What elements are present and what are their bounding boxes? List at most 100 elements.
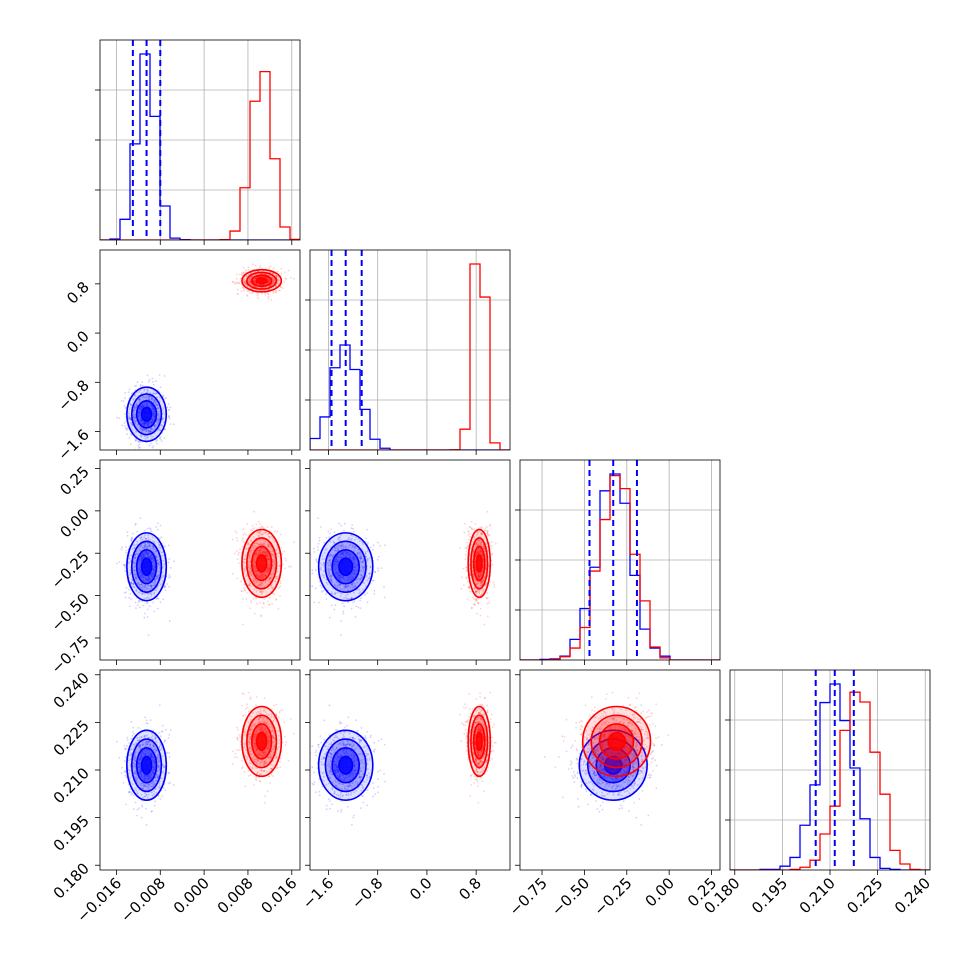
y-tick-label: −0.25 [48,547,93,592]
sample-point [317,546,319,548]
sample-point [116,417,118,419]
sample-point [250,293,252,295]
sample-point [135,523,137,525]
sample-point [485,527,487,529]
sample-point [334,604,336,606]
histogram-blue [310,345,510,450]
sample-point [160,387,162,389]
sample-point [384,597,386,599]
sample-point [488,585,490,587]
sample-point [246,592,248,594]
y-tick-label: 0.8 [63,278,93,308]
sample-point [303,580,305,582]
sample-point [148,634,150,636]
sample-point [317,517,319,519]
sample-point [241,274,243,276]
sample-point [307,563,309,565]
sample-point [338,523,340,525]
sample-point [351,524,353,526]
sample-point [252,263,254,265]
sample-point [236,283,238,285]
sample-point [168,403,170,405]
y-tick-label: −0.50 [48,590,93,635]
sample-point [155,380,157,382]
sample-point [360,607,362,609]
sample-point [150,719,152,721]
sample-point [242,528,244,530]
sample-point [488,535,490,537]
sample-point [128,742,130,744]
sample-point [168,783,170,785]
sample-point [329,533,331,535]
sample-point [381,567,383,569]
sample-point [282,287,284,289]
sample-point [128,391,130,393]
sample-point [461,576,463,578]
sample-point [269,597,271,599]
sample-point [234,553,236,555]
sample-point [160,536,162,538]
sample-point [466,542,468,544]
sample-point [140,441,142,443]
sample-point [323,590,325,592]
sample-point [130,443,132,445]
sample-point [285,559,287,561]
sample-point [135,802,137,804]
sample-point [165,729,167,731]
sample-point [143,617,145,619]
sample-point [257,293,259,295]
sample-point [468,531,470,533]
sample-point [126,776,128,778]
sample-point [139,443,141,445]
sample-point [265,294,267,296]
sample-point [293,541,295,543]
sample-point [245,534,247,536]
sample-point [168,545,170,547]
sample-point [241,272,243,274]
sample-point [261,615,263,617]
sample-point [469,591,471,593]
y-tick-label: 0.00 [56,505,92,541]
sample-point [275,598,277,600]
sample-point [129,593,131,595]
sample-point [121,425,123,427]
sample-point [474,523,476,525]
sample-point [148,381,150,383]
sample-point [259,265,261,267]
sample-point [240,580,242,582]
panel-content [116,692,295,826]
sample-point [492,582,494,584]
sample-point [159,374,161,376]
sample-point [353,531,355,533]
sample-point [243,267,245,269]
sample-point [359,600,361,602]
sample-point [137,604,139,606]
sample-point [334,531,336,533]
sample-point [235,530,237,532]
panel-2-0: −0.75−0.50−0.250.000.25 [48,460,300,677]
sample-point [141,817,143,819]
sample-point [234,283,236,285]
sample-point [147,616,149,618]
sample-point [121,546,123,548]
sample-point [143,605,145,607]
sample-point [138,600,140,602]
sample-point [138,445,140,447]
y-tick-label: 0.25 [56,463,92,499]
sample-point [352,528,354,530]
sample-point [384,544,386,546]
sample-point [140,384,142,386]
sample-point [168,586,170,588]
sample-point [330,528,332,530]
sample-point [491,541,493,543]
sample-point [252,598,254,600]
sample-point [238,552,240,554]
sample-point [319,537,321,539]
sample-point [242,598,244,600]
sample-point [491,545,493,547]
sample-point [367,601,369,603]
sample-point [155,440,157,442]
sample-point [248,291,250,293]
sample-point [374,571,376,573]
sample-point [491,554,493,556]
